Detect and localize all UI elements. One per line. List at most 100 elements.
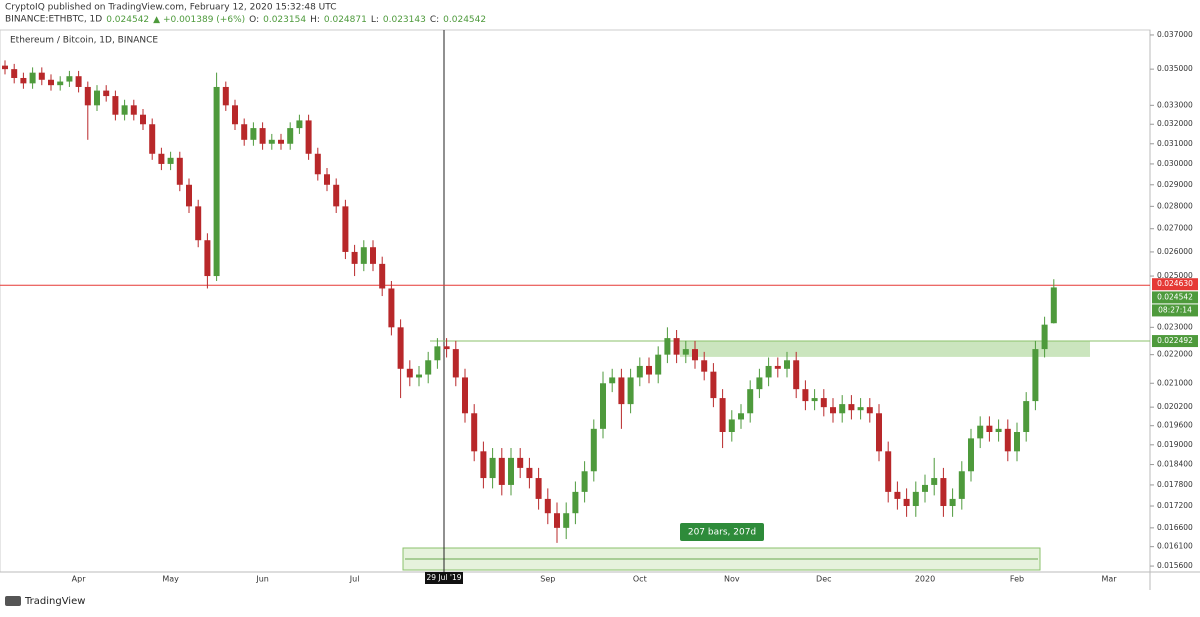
candle-body bbox=[480, 451, 487, 479]
candle-body bbox=[452, 349, 459, 378]
candle-body bbox=[526, 467, 533, 479]
header-value: 0.024542 bbox=[443, 15, 486, 25]
header-value: L: bbox=[371, 15, 379, 25]
candle-body bbox=[627, 377, 634, 405]
candle-body bbox=[434, 346, 441, 361]
candle-body bbox=[968, 438, 974, 472]
candle-body bbox=[784, 360, 790, 369]
candle-body bbox=[195, 206, 202, 241]
x-tick-label: 2020 bbox=[915, 575, 935, 584]
candle-body bbox=[636, 365, 643, 378]
y-tick-label: 0.016100 bbox=[1157, 542, 1193, 551]
y-tick-label: 0.033000 bbox=[1157, 100, 1193, 109]
candle-body bbox=[241, 124, 248, 140]
candle-body bbox=[747, 389, 754, 414]
range-label-box bbox=[680, 523, 764, 541]
candle-body bbox=[728, 419, 735, 432]
y-tick-label: 0.017200 bbox=[1157, 501, 1193, 510]
candle-body bbox=[508, 457, 514, 485]
candle-body bbox=[57, 81, 64, 86]
candle-body bbox=[885, 451, 892, 492]
candle-body bbox=[820, 398, 827, 408]
candle-body bbox=[94, 90, 100, 106]
y-tick-label: 0.021000 bbox=[1157, 378, 1193, 387]
candle-body bbox=[121, 105, 128, 115]
candle-body bbox=[664, 338, 671, 355]
price-label-box bbox=[1152, 304, 1198, 317]
candle-body bbox=[756, 377, 763, 390]
candle-body bbox=[167, 157, 174, 164]
candle-body bbox=[738, 413, 744, 420]
candle-body bbox=[903, 498, 910, 507]
y-tick-label: 0.019600 bbox=[1157, 421, 1193, 430]
candle-body bbox=[296, 120, 303, 129]
candle-body bbox=[498, 457, 505, 485]
candle-body bbox=[986, 425, 993, 432]
y-tick-label: 0.022000 bbox=[1157, 350, 1193, 359]
x-tick-label: Mar bbox=[1101, 575, 1117, 584]
candle-body bbox=[66, 76, 73, 82]
candle-body bbox=[112, 96, 119, 115]
candle-body bbox=[222, 86, 229, 106]
candle-body bbox=[811, 398, 818, 402]
candle-body bbox=[342, 206, 349, 252]
candle-body bbox=[140, 114, 146, 125]
candle-body bbox=[802, 389, 809, 402]
candle-body bbox=[609, 377, 616, 384]
candle-body bbox=[11, 69, 18, 78]
y-tick-label: 0.019000 bbox=[1157, 440, 1193, 449]
y-tick-label: 0.031000 bbox=[1157, 139, 1193, 148]
candle-body bbox=[1050, 287, 1057, 324]
candle-body bbox=[692, 349, 698, 361]
header-value: 0.023143 bbox=[383, 15, 426, 25]
candle-body bbox=[535, 478, 542, 499]
candle-body bbox=[20, 77, 27, 84]
header-value: ▲ +0.001389 (+6%) bbox=[153, 15, 245, 25]
candle-body bbox=[554, 513, 560, 528]
price-label-box bbox=[1152, 291, 1198, 304]
candle-body bbox=[186, 184, 192, 207]
candle-body bbox=[839, 404, 846, 414]
candle-body bbox=[673, 338, 680, 355]
candle-body bbox=[572, 491, 579, 514]
candle-body bbox=[351, 251, 358, 264]
candle-body bbox=[287, 128, 294, 144]
candle-body bbox=[130, 105, 137, 115]
y-tick-label: 0.020200 bbox=[1157, 402, 1193, 411]
candle-body bbox=[1014, 431, 1020, 452]
y-tick-label: 0.030000 bbox=[1157, 159, 1193, 168]
footer: TradingView bbox=[24, 596, 85, 607]
candle-body bbox=[489, 457, 496, 479]
candle-body bbox=[701, 360, 708, 372]
y-tick-label: 0.037000 bbox=[1157, 30, 1193, 39]
candle-body bbox=[600, 383, 606, 429]
candle-body bbox=[830, 407, 836, 414]
candle-body bbox=[1023, 401, 1030, 432]
price-label-box bbox=[1152, 278, 1198, 291]
candle-body bbox=[793, 360, 800, 390]
candle-body bbox=[406, 368, 413, 378]
candle-body bbox=[250, 128, 257, 140]
candle-body bbox=[38, 72, 45, 80]
header-value: H: bbox=[310, 15, 320, 25]
x-tick-label: Apr bbox=[72, 575, 87, 584]
candle-body bbox=[416, 374, 422, 378]
footer-logo bbox=[5, 596, 21, 606]
candle-body bbox=[912, 491, 919, 507]
candle-body bbox=[958, 471, 965, 499]
header-value: 0.023154 bbox=[263, 15, 306, 25]
candle-body bbox=[176, 157, 183, 185]
publisher: CryptoIQ published on TradingView.com, F… bbox=[5, 3, 337, 13]
candle-body bbox=[866, 407, 873, 414]
x-tick-label: Jun bbox=[255, 575, 269, 584]
candle-body bbox=[370, 247, 376, 264]
candle-body bbox=[765, 365, 772, 378]
candle-body bbox=[517, 457, 524, 468]
candle-body bbox=[324, 174, 330, 185]
candle-body bbox=[995, 428, 1002, 432]
header-value: 0.024542 bbox=[106, 15, 149, 25]
price-label-box bbox=[1152, 335, 1198, 348]
candle-body bbox=[471, 413, 478, 452]
resistance-zone bbox=[680, 341, 1090, 357]
